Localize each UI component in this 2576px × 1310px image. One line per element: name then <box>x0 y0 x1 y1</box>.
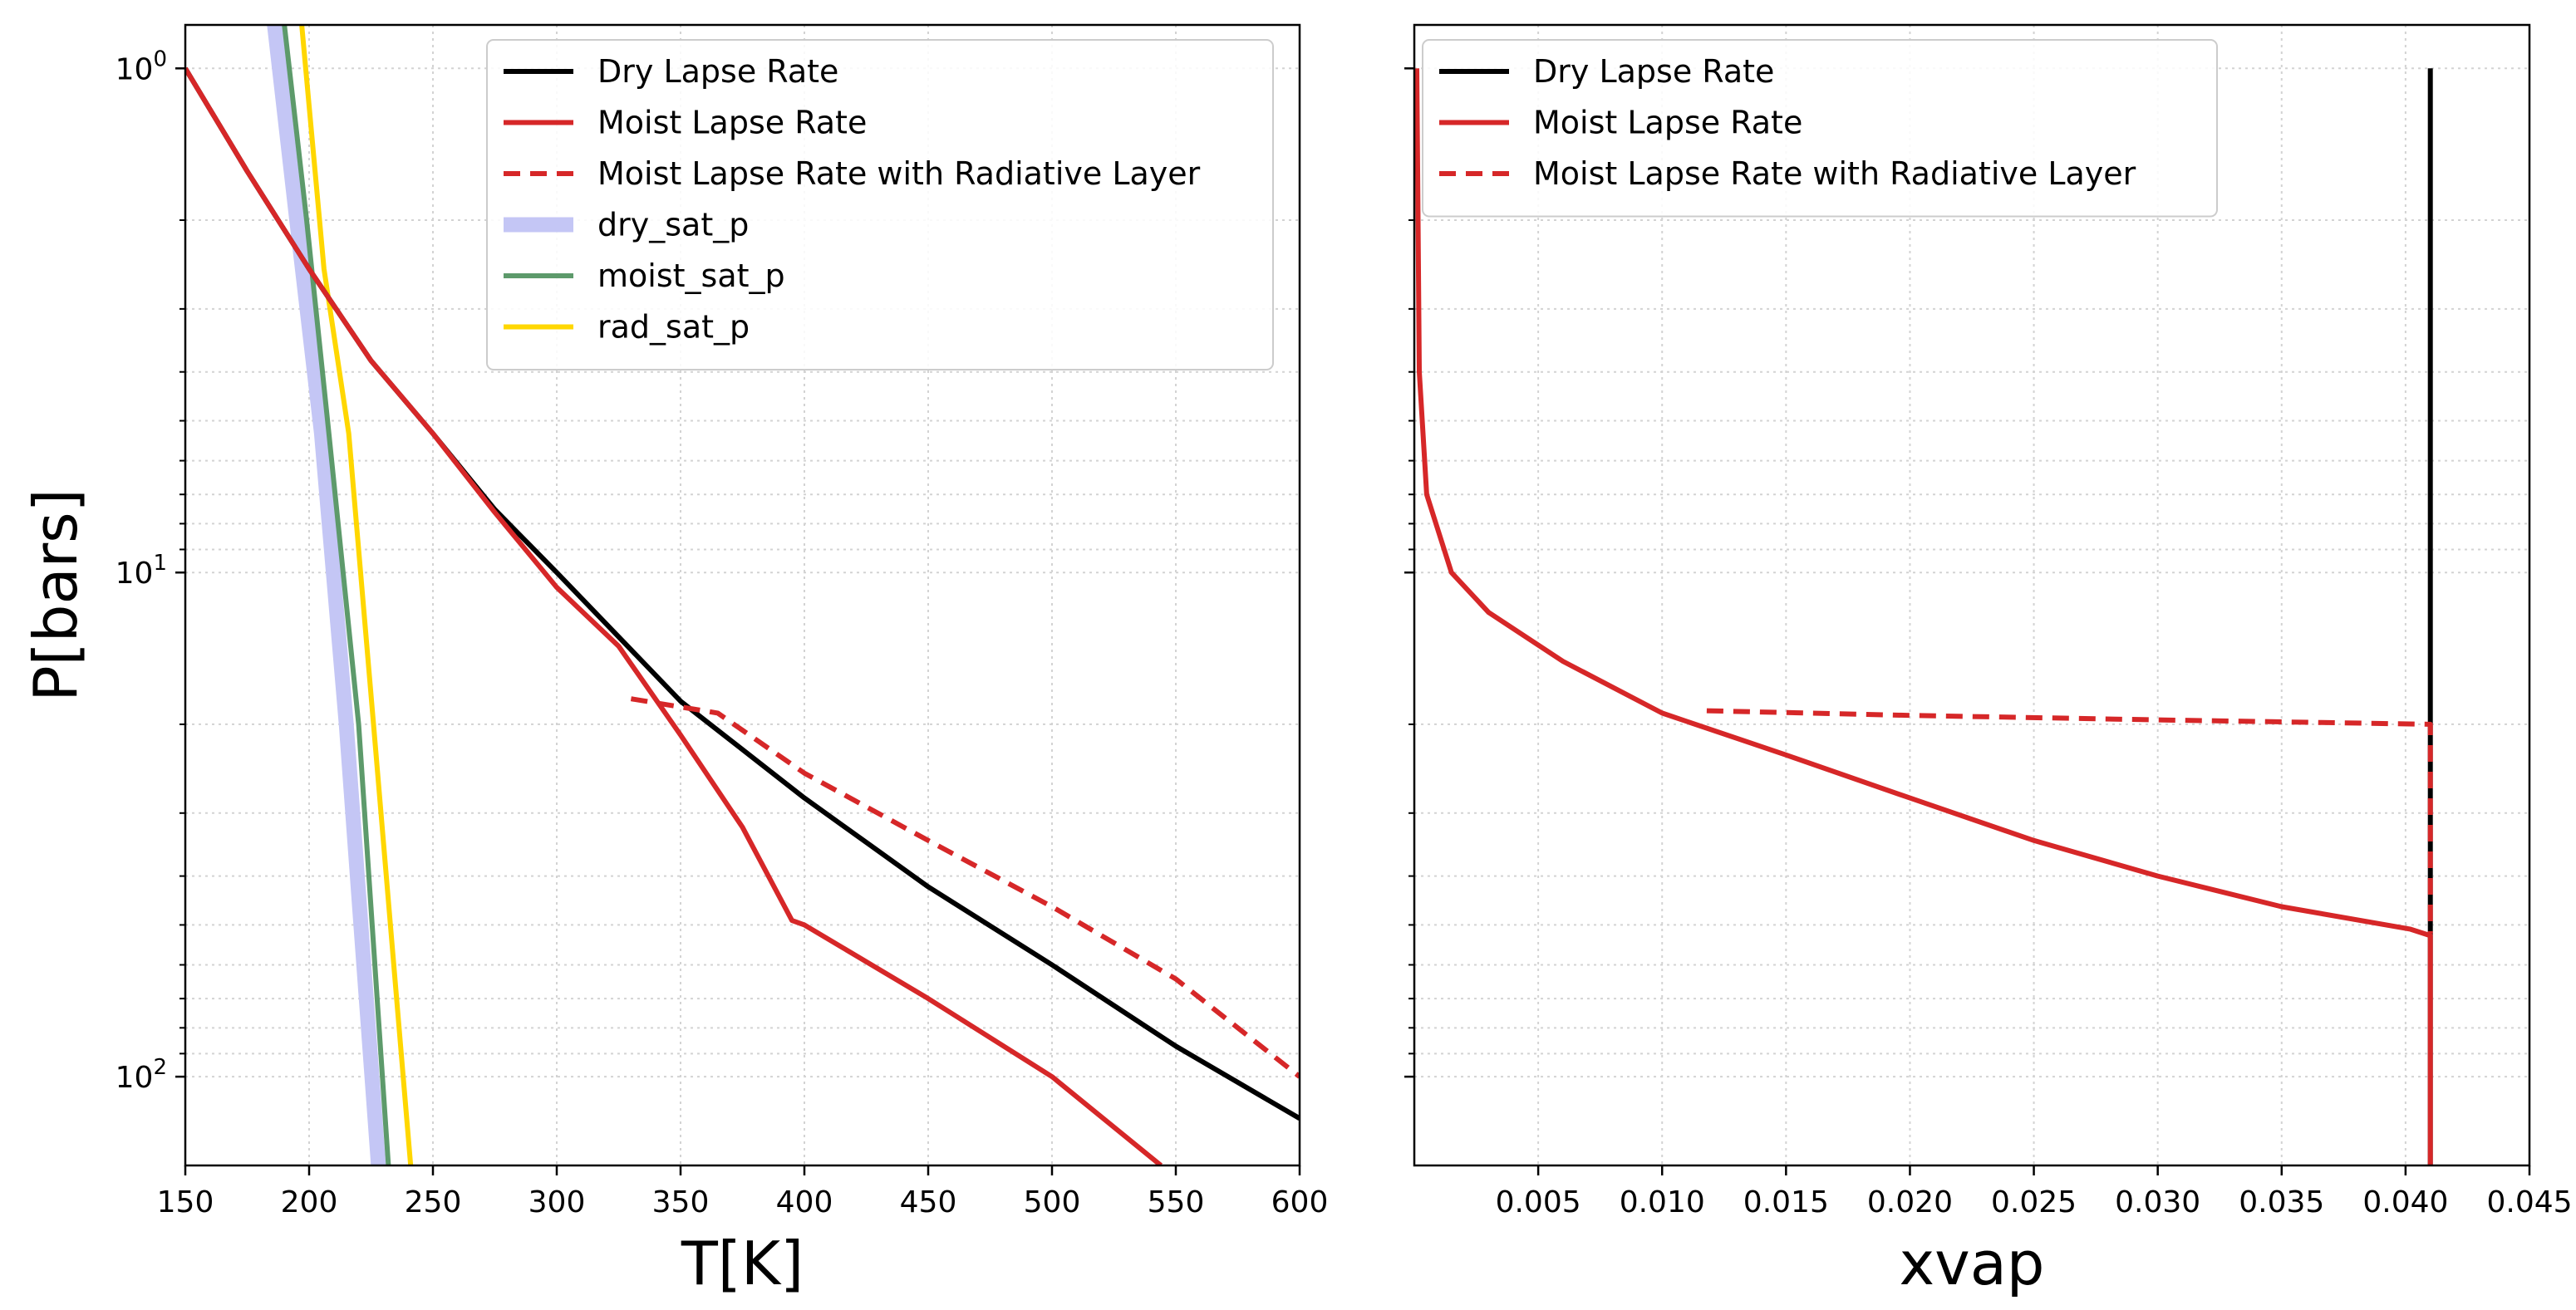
series-line-moist-lapse-rate <box>185 66 1163 1165</box>
y-tick-label: 102 <box>116 1055 167 1095</box>
axes-frame <box>1413 23 2531 1167</box>
legend: Dry Lapse Rate Moist Lapse Rate Moist Laps… <box>486 39 1274 370</box>
legend-entry: Moist Lapse Rate <box>597 105 867 141</box>
legend-entry: Moist Lapse Rate with Radiative Layer <box>597 155 1201 192</box>
x-tick-label: 500 <box>1024 1185 1081 1219</box>
grid <box>185 25 1300 1165</box>
y-tick-exponent: 1 <box>153 551 167 576</box>
y-tick-label: 100 <box>116 47 167 86</box>
x-tick-label: 0.005 <box>1496 1185 1581 1219</box>
legend-entry: Moist Lapse Rate <box>1533 105 1802 141</box>
y-tick-base: 10 <box>116 1061 154 1095</box>
legend-box <box>486 39 1274 370</box>
grid <box>1414 25 2529 1165</box>
x-axis: 0.005 0.010 0.015 0.020 0.025 0.030 0.035 0.040… <box>1496 1165 2573 1298</box>
y-tick-exponent: 0 <box>153 47 167 71</box>
y-tick-exponent: 2 <box>153 1055 167 1080</box>
x-tick-label: 0.045 <box>2486 1185 2572 1219</box>
legend-entry: moist_sat_p <box>597 258 785 294</box>
x-tick-label: 300 <box>528 1185 586 1219</box>
series-group <box>185 25 1300 1165</box>
x-tick-label: 250 <box>405 1185 462 1219</box>
series-line-moist-lapse-rate-with-radiative-layer <box>1706 708 2433 934</box>
series-line-moist-lapse-rate-with-radiative-layer <box>630 696 1300 1079</box>
right-panel: 0.005 0.010 0.015 0.020 0.025 0.030 0.035 0.040… <box>1404 23 2573 1298</box>
y-tick-base: 10 <box>116 52 154 86</box>
x-axis-title: xvap <box>1899 1229 2044 1298</box>
x-tick-label: 0.030 <box>2115 1185 2200 1219</box>
x-tick-label: 400 <box>776 1185 833 1219</box>
legend-entry: rad_sat_p <box>597 309 750 346</box>
axes-frame <box>184 23 1301 1167</box>
x-tick-label: 550 <box>1148 1185 1205 1219</box>
x-tick-label: 0.025 <box>1991 1185 2077 1219</box>
x-tick-label: 0.040 <box>2362 1185 2448 1219</box>
legend-entry: Dry Lapse Rate <box>1533 53 1774 90</box>
x-tick-label: 150 <box>157 1185 214 1219</box>
x-tick-label: 450 <box>900 1185 957 1219</box>
x-axis-title: T[K] <box>681 1229 804 1298</box>
x-tick-label: 0.015 <box>1743 1185 1829 1219</box>
x-tick-label: 0.010 <box>1620 1185 1705 1219</box>
legend-box <box>1422 39 2218 218</box>
series-group <box>1414 68 2433 1165</box>
legend-entry: Moist Lapse Rate with Radiative Layer <box>1533 155 2136 192</box>
x-tick-label: 0.020 <box>1867 1185 1953 1219</box>
legend-entry: Dry Lapse Rate <box>597 53 838 90</box>
series-line-dry-sat-p <box>267 25 386 1165</box>
x-tick-label: 350 <box>652 1185 710 1219</box>
x-tick-label: 600 <box>1271 1185 1329 1219</box>
x-tick-label: 200 <box>281 1185 338 1219</box>
series-line-rad-sat-p <box>299 25 414 1165</box>
x-axis: 150 200 250 300 350 400 450 500 550 600 T[K] <box>157 1165 1329 1298</box>
legend-entry: dry_sat_p <box>597 207 749 243</box>
left-panel: 150 200 250 300 350 400 450 500 550 600T[K]100101… <box>21 23 1329 1298</box>
y-tick-label: 101 <box>116 551 167 591</box>
series-line-moist-sat-p <box>282 25 391 1165</box>
x-tick-label: 0.035 <box>2239 1185 2324 1219</box>
series-line-moist-lapse-rate <box>1414 68 2433 1165</box>
y-axis-title: P[bars] <box>21 488 91 702</box>
legend: Dry Lapse Rate Moist Lapse Rate Moist Laps… <box>1422 39 2218 218</box>
y-axis <box>1404 67 1414 1078</box>
y-tick-base: 10 <box>116 557 154 591</box>
